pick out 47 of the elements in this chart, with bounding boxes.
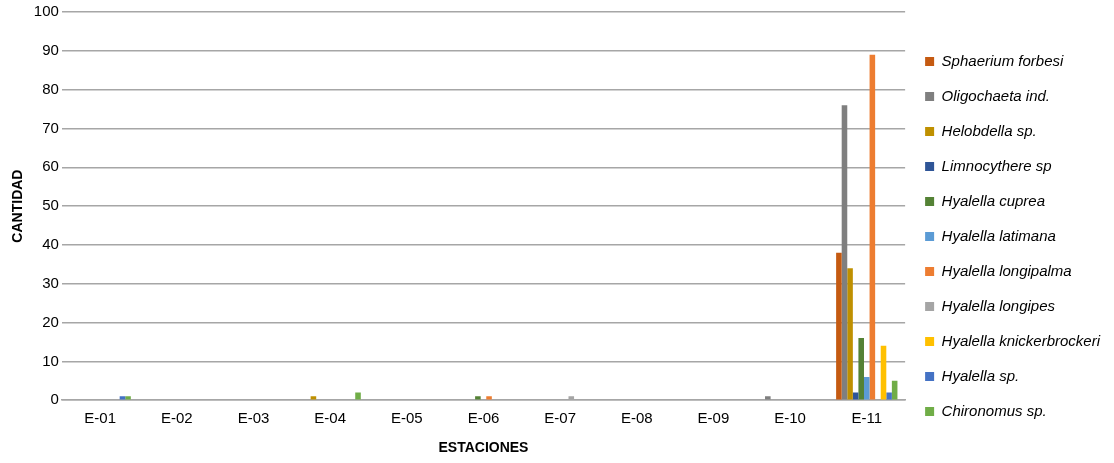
y-tick-label: 100 [33,2,59,20]
x-tick-label: E-10 [774,409,806,427]
bar [486,396,492,400]
y-tick-label: 70 [42,118,59,136]
legend-label: Hyalella knickerbrockeri [941,331,1101,349]
x-tick-label: E-04 [314,409,346,427]
legend-label: Hyalella sp. [941,366,1020,384]
x-tick-label: E-08 [620,409,653,427]
y-tick-label: 10 [42,351,59,369]
y-tick-label: 90 [42,40,59,58]
legend-label: Hyalella cuprea [941,191,1045,209]
bar [864,376,870,400]
x-tick-label: E-09 [697,409,730,427]
legend-label: Hyalella longipes [941,296,1056,314]
y-tick-label: 30 [42,273,59,291]
legend-label: Chironomus sp. [941,401,1047,419]
x-tick-label: E-06 [467,409,500,427]
bar [841,105,848,400]
legend-label: Hyalella latimana [941,226,1056,244]
y-tick-label: 40 [42,235,59,253]
legend-label: Hyalella longipalma [941,261,1072,279]
x-tick-label: E-01 [84,409,116,427]
legend-label: Helobdella sp. [941,121,1037,139]
legend-label: Sphaerium forbesi [941,51,1065,69]
bar [852,392,859,400]
x-tick-label: E-11 [851,409,883,427]
y-tick-label: 20 [42,312,59,330]
bar [847,268,853,400]
x-axis-title: ESTACIONES [438,439,529,456]
bar [125,396,131,400]
bar [836,252,842,400]
bar [765,396,771,400]
x-tick-label: E-05 [390,409,423,427]
x-tick-label: E-07 [544,409,576,427]
y-tick-label: 0 [50,390,59,408]
y-axis-title: CANTIDAD [9,169,26,243]
bar [475,396,481,400]
y-tick-label: 50 [42,196,59,214]
bar [858,338,864,400]
y-tick-label: 60 [42,157,59,175]
legend-label: Limnocythere sp [941,156,1052,174]
x-tick-label: E-03 [237,409,270,427]
x-tick-label: E-02 [160,409,193,427]
y-tick-label: 80 [42,79,59,97]
bar [886,392,892,400]
bar [355,392,361,400]
legend-label: Oligochaeta ind. [941,86,1051,104]
